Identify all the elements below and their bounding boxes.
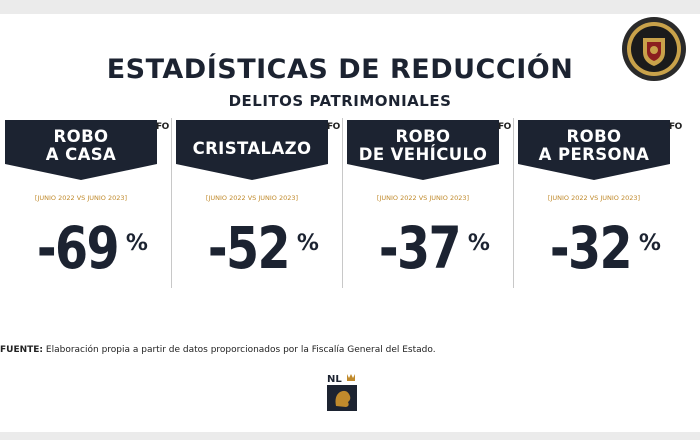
value-row: -69 % — [5, 210, 171, 286]
percent-unit: % — [467, 231, 490, 256]
source-note: FUENTE: Elaboración propia a partir de d… — [0, 345, 436, 355]
percent-unit: % — [125, 231, 148, 256]
corner-mark: FO — [669, 122, 682, 132]
category-banner — [176, 120, 328, 180]
source-label: FUENTE: — [0, 345, 44, 355]
period-label: [JUNIO 2022 VS JUNIO 2023] — [376, 194, 470, 202]
reduction-value: -69 — [36, 214, 120, 282]
category-banner — [347, 120, 499, 180]
category-label-line: CRISTALAZO — [192, 139, 312, 158]
category-label: ROBO A CASA — [5, 128, 157, 164]
category-label-line: A CASA — [45, 145, 117, 164]
category-label: ROBO A PERSONA — [518, 128, 670, 164]
page-title: ESTADÍSTICAS DE REDUCCIÓN — [106, 54, 574, 85]
category-label: ROBO DE VEHÍCULO — [347, 128, 499, 164]
panel-divider — [342, 118, 343, 288]
value-row: -52 % — [176, 210, 342, 286]
stat-panel-robo-de-vehiculo: ROBO DE VEHÍCULO FO [JUNIO 2022 VS JUNIO… — [347, 118, 513, 290]
category-label-line: DE VEHÍCULO — [358, 145, 488, 164]
nuevo-leon-lion-icon: NL — [326, 372, 358, 412]
reduction-value: -32 — [549, 214, 633, 282]
category-label: CRISTALAZO — [176, 140, 328, 158]
category-label-line: ROBO — [566, 127, 622, 146]
percent-unit: % — [296, 231, 319, 256]
period-label: [JUNIO 2022 VS JUNIO 2023] — [547, 194, 641, 202]
percent-unit: % — [638, 231, 661, 256]
category-label-line: A PERSONA — [538, 145, 650, 164]
nl-logo-text: NL — [327, 374, 342, 385]
reduction-value: -37 — [378, 214, 462, 282]
corner-mark: FO — [498, 122, 511, 132]
category-label-line: ROBO — [395, 127, 451, 146]
period-label: [JUNIO 2022 VS JUNIO 2023] — [34, 194, 128, 202]
police-shield-icon — [622, 17, 686, 81]
source-text: Elaboración propia a partir de datos pro… — [45, 345, 436, 355]
category-banner — [5, 120, 157, 180]
category-banner — [518, 120, 670, 180]
stat-panel-robo-a-casa: ROBO A CASA FO [JUNIO 2022 VS JUNIO 2023… — [5, 118, 171, 290]
value-row: -37 % — [347, 210, 513, 286]
reduction-value: -52 — [207, 214, 291, 282]
corner-mark: FO — [327, 122, 340, 132]
page-subtitle: DELITOS PATRIMONIALES — [228, 92, 452, 110]
period-label: [JUNIO 2022 VS JUNIO 2023] — [205, 194, 299, 202]
panel-divider — [171, 118, 172, 288]
infographic-canvas — [0, 14, 700, 432]
stat-panel-cristalazo: CRISTALAZO FO [JUNIO 2022 VS JUNIO 2023]… — [176, 118, 342, 290]
stat-panel-robo-a-persona: ROBO A PERSONA FO [JUNIO 2022 VS JUNIO 2… — [518, 118, 684, 290]
panel-divider — [513, 118, 514, 288]
value-row: -32 % — [518, 210, 684, 286]
category-label-line: ROBO — [53, 127, 109, 146]
corner-mark: FO — [156, 122, 169, 132]
